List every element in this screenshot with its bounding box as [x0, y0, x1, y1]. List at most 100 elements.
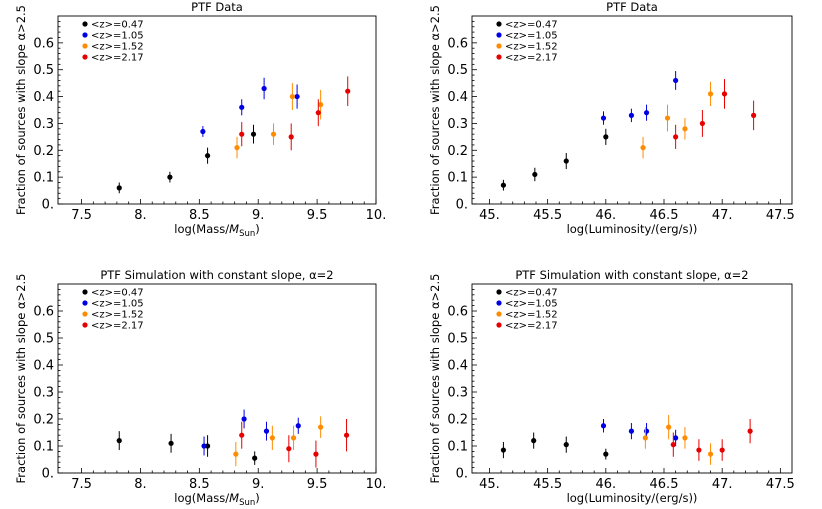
- data-point: [628, 112, 635, 118]
- y-axis-label: Fraction of sources with slope α>2.5: [428, 5, 442, 215]
- legend-label: <z>=1.05: [505, 31, 558, 42]
- legend-marker: [496, 32, 502, 38]
- data-point: [290, 435, 297, 441]
- y-tick-label: 0.2: [447, 144, 468, 159]
- data-point: [673, 435, 679, 441]
- y-axis-label: Fraction of sources with slope α>2.5: [14, 5, 28, 215]
- x-tick-label: 9.: [252, 208, 264, 223]
- y-axis-label: Fraction of sources with slope α>2.5: [428, 274, 442, 484]
- x-tick-label: 9.5: [307, 477, 328, 492]
- chart-title: PTF Simulation with constant slope, α=2: [515, 268, 748, 282]
- data-point: [313, 451, 319, 457]
- data-point: [168, 440, 174, 446]
- data-point: [600, 423, 607, 429]
- legend-label: <z>=1.05: [91, 299, 144, 310]
- legend-marker: [82, 43, 88, 49]
- x-tick-label: 47.5: [766, 477, 795, 492]
- x-tick-label: 46.: [595, 477, 616, 492]
- data-point: [204, 153, 211, 159]
- y-tick-label: 0.3: [447, 117, 468, 132]
- chart-title: PTF Data: [191, 0, 243, 14]
- legend-label: <z>=1.05: [91, 31, 144, 42]
- data-point: [664, 115, 671, 121]
- y-tick-label: 0.3: [447, 386, 468, 401]
- legend-marker: [496, 43, 502, 49]
- series-3: [234, 83, 324, 159]
- legend-label: <z>=1.05: [505, 299, 558, 310]
- legend-marker: [496, 311, 502, 317]
- data-point: [200, 128, 206, 135]
- data-point: [531, 438, 537, 444]
- y-tick-label: 0.: [456, 467, 468, 482]
- legend-label: <z>=0.47: [91, 288, 144, 299]
- plot-frame: [471, 15, 793, 205]
- legend-marker: [82, 54, 88, 60]
- x-tick-label: 45.: [479, 477, 500, 492]
- data-point: [201, 443, 207, 449]
- data-point: [318, 102, 324, 108]
- y-tick-label: 0.2: [33, 144, 54, 159]
- series-4: [239, 76, 351, 151]
- y-tick-label: 0.6: [33, 36, 54, 51]
- legend-marker: [82, 21, 88, 27]
- data-point: [241, 416, 247, 422]
- data-point: [239, 104, 245, 110]
- chart-panel-2: PTF Data 45. 45.5 46. 46.5 47. 47.5 0. 0.1 0.2 0.3…: [428, 0, 795, 236]
- series-3: [640, 81, 714, 159]
- legend-label: <z>=1.52: [91, 310, 144, 321]
- data-point: [673, 77, 679, 84]
- y-tick-label: 0.5: [447, 63, 468, 78]
- x-tick-label: 7.5: [71, 208, 92, 223]
- data-point: [167, 174, 173, 180]
- data-point: [642, 435, 648, 441]
- chart-title: PTF Data: [606, 0, 658, 14]
- legend-marker: [82, 311, 88, 317]
- plot-frame: [471, 283, 793, 474]
- legend-marker: [496, 289, 502, 295]
- data-point: [288, 134, 294, 140]
- legend-label: <z>=2.17: [505, 53, 558, 64]
- legend-marker: [496, 54, 502, 60]
- data-point: [343, 432, 350, 438]
- y-tick-label: 0.4: [33, 90, 54, 105]
- x-tick-label: 45.: [479, 208, 500, 223]
- legend-marker: [496, 322, 502, 328]
- legend-marker: [496, 21, 502, 27]
- data-point: [643, 428, 650, 434]
- legend-marker: [82, 300, 88, 306]
- legend-label: <z>=1.52: [505, 42, 558, 53]
- series-2: [600, 419, 679, 446]
- y-tick-label: 0.: [456, 198, 468, 213]
- y-tick-label: 0.: [42, 198, 54, 213]
- x-tick-label: 9.: [252, 477, 264, 492]
- data-point: [628, 428, 635, 434]
- x-tick-label: 8.: [134, 477, 146, 492]
- y-tick-label: 0.1: [33, 440, 54, 455]
- chart-title: PTF Simulation with constant slope, α=2: [100, 268, 333, 282]
- x-tick-label: 9.5: [307, 208, 328, 223]
- data-point: [707, 91, 714, 97]
- x-tick-label: 47.: [712, 477, 733, 492]
- series-2: [200, 77, 300, 137]
- y-tick-label: 0.4: [447, 359, 468, 374]
- data-point: [263, 428, 270, 434]
- data-point: [600, 115, 607, 121]
- y-tick-label: 0.5: [33, 332, 54, 347]
- x-tick-label: 46.5: [650, 208, 679, 223]
- legend-label: <z>=2.17: [505, 321, 558, 332]
- legend-label: <z>=0.47: [505, 20, 558, 31]
- data-point: [640, 145, 646, 151]
- legend-marker: [82, 289, 88, 295]
- y-tick-label: 0.5: [33, 63, 54, 78]
- legend-label: <z>=1.52: [91, 42, 144, 53]
- data-point: [295, 423, 301, 429]
- x-axis-label: log(Mass/MSun): [174, 491, 259, 508]
- y-tick-label: 0.4: [447, 90, 468, 105]
- y-tick-label: 0.: [42, 467, 54, 482]
- y-tick-label: 0.6: [447, 36, 468, 51]
- x-tick-label: 47.5: [766, 208, 795, 223]
- series-2: [201, 409, 301, 456]
- data-point: [239, 131, 245, 137]
- x-tick-label: 7.5: [71, 477, 92, 492]
